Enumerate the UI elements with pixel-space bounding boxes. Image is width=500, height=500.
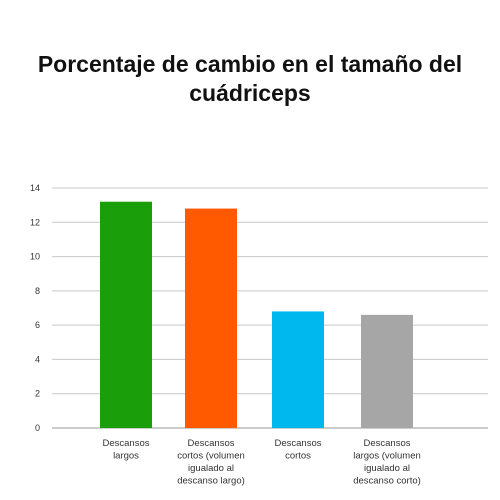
bar (272, 311, 324, 428)
chart-title-line-2: cuádriceps (189, 80, 311, 106)
y-tick-label: 14 (30, 183, 40, 193)
y-tick-label: 2 (35, 389, 40, 399)
bar (361, 314, 413, 428)
x-category-label: Descansos largos (103, 438, 150, 462)
x-axis-category-labels: Descansos largos Descansos cortos (volumen i… (103, 438, 421, 487)
y-tick-label: 12 (30, 217, 40, 227)
y-axis-tick-labels: 0 2 4 6 8 10 12 14 (30, 183, 40, 433)
y-tick-label: 10 (30, 252, 40, 262)
bars (100, 201, 413, 428)
y-tick-label: 4 (35, 354, 40, 364)
x-category-label: Descansos cortos (275, 438, 322, 462)
y-tick-label: 0 (35, 423, 40, 433)
chart-title: Porcentaje de cambio en el tamaño del cu… (0, 50, 500, 108)
x-category-label: Descansos largos (volumen igualado al desca… (353, 438, 421, 487)
bar (100, 201, 152, 428)
x-category-label: Descansos cortos (volumen igualado al desca… (177, 438, 245, 487)
bar (185, 208, 237, 428)
y-tick-label: 6 (35, 320, 40, 330)
chart-title-line-1: Porcentaje de cambio en el tamaño del (37, 51, 463, 77)
y-tick-label: 8 (35, 286, 40, 296)
